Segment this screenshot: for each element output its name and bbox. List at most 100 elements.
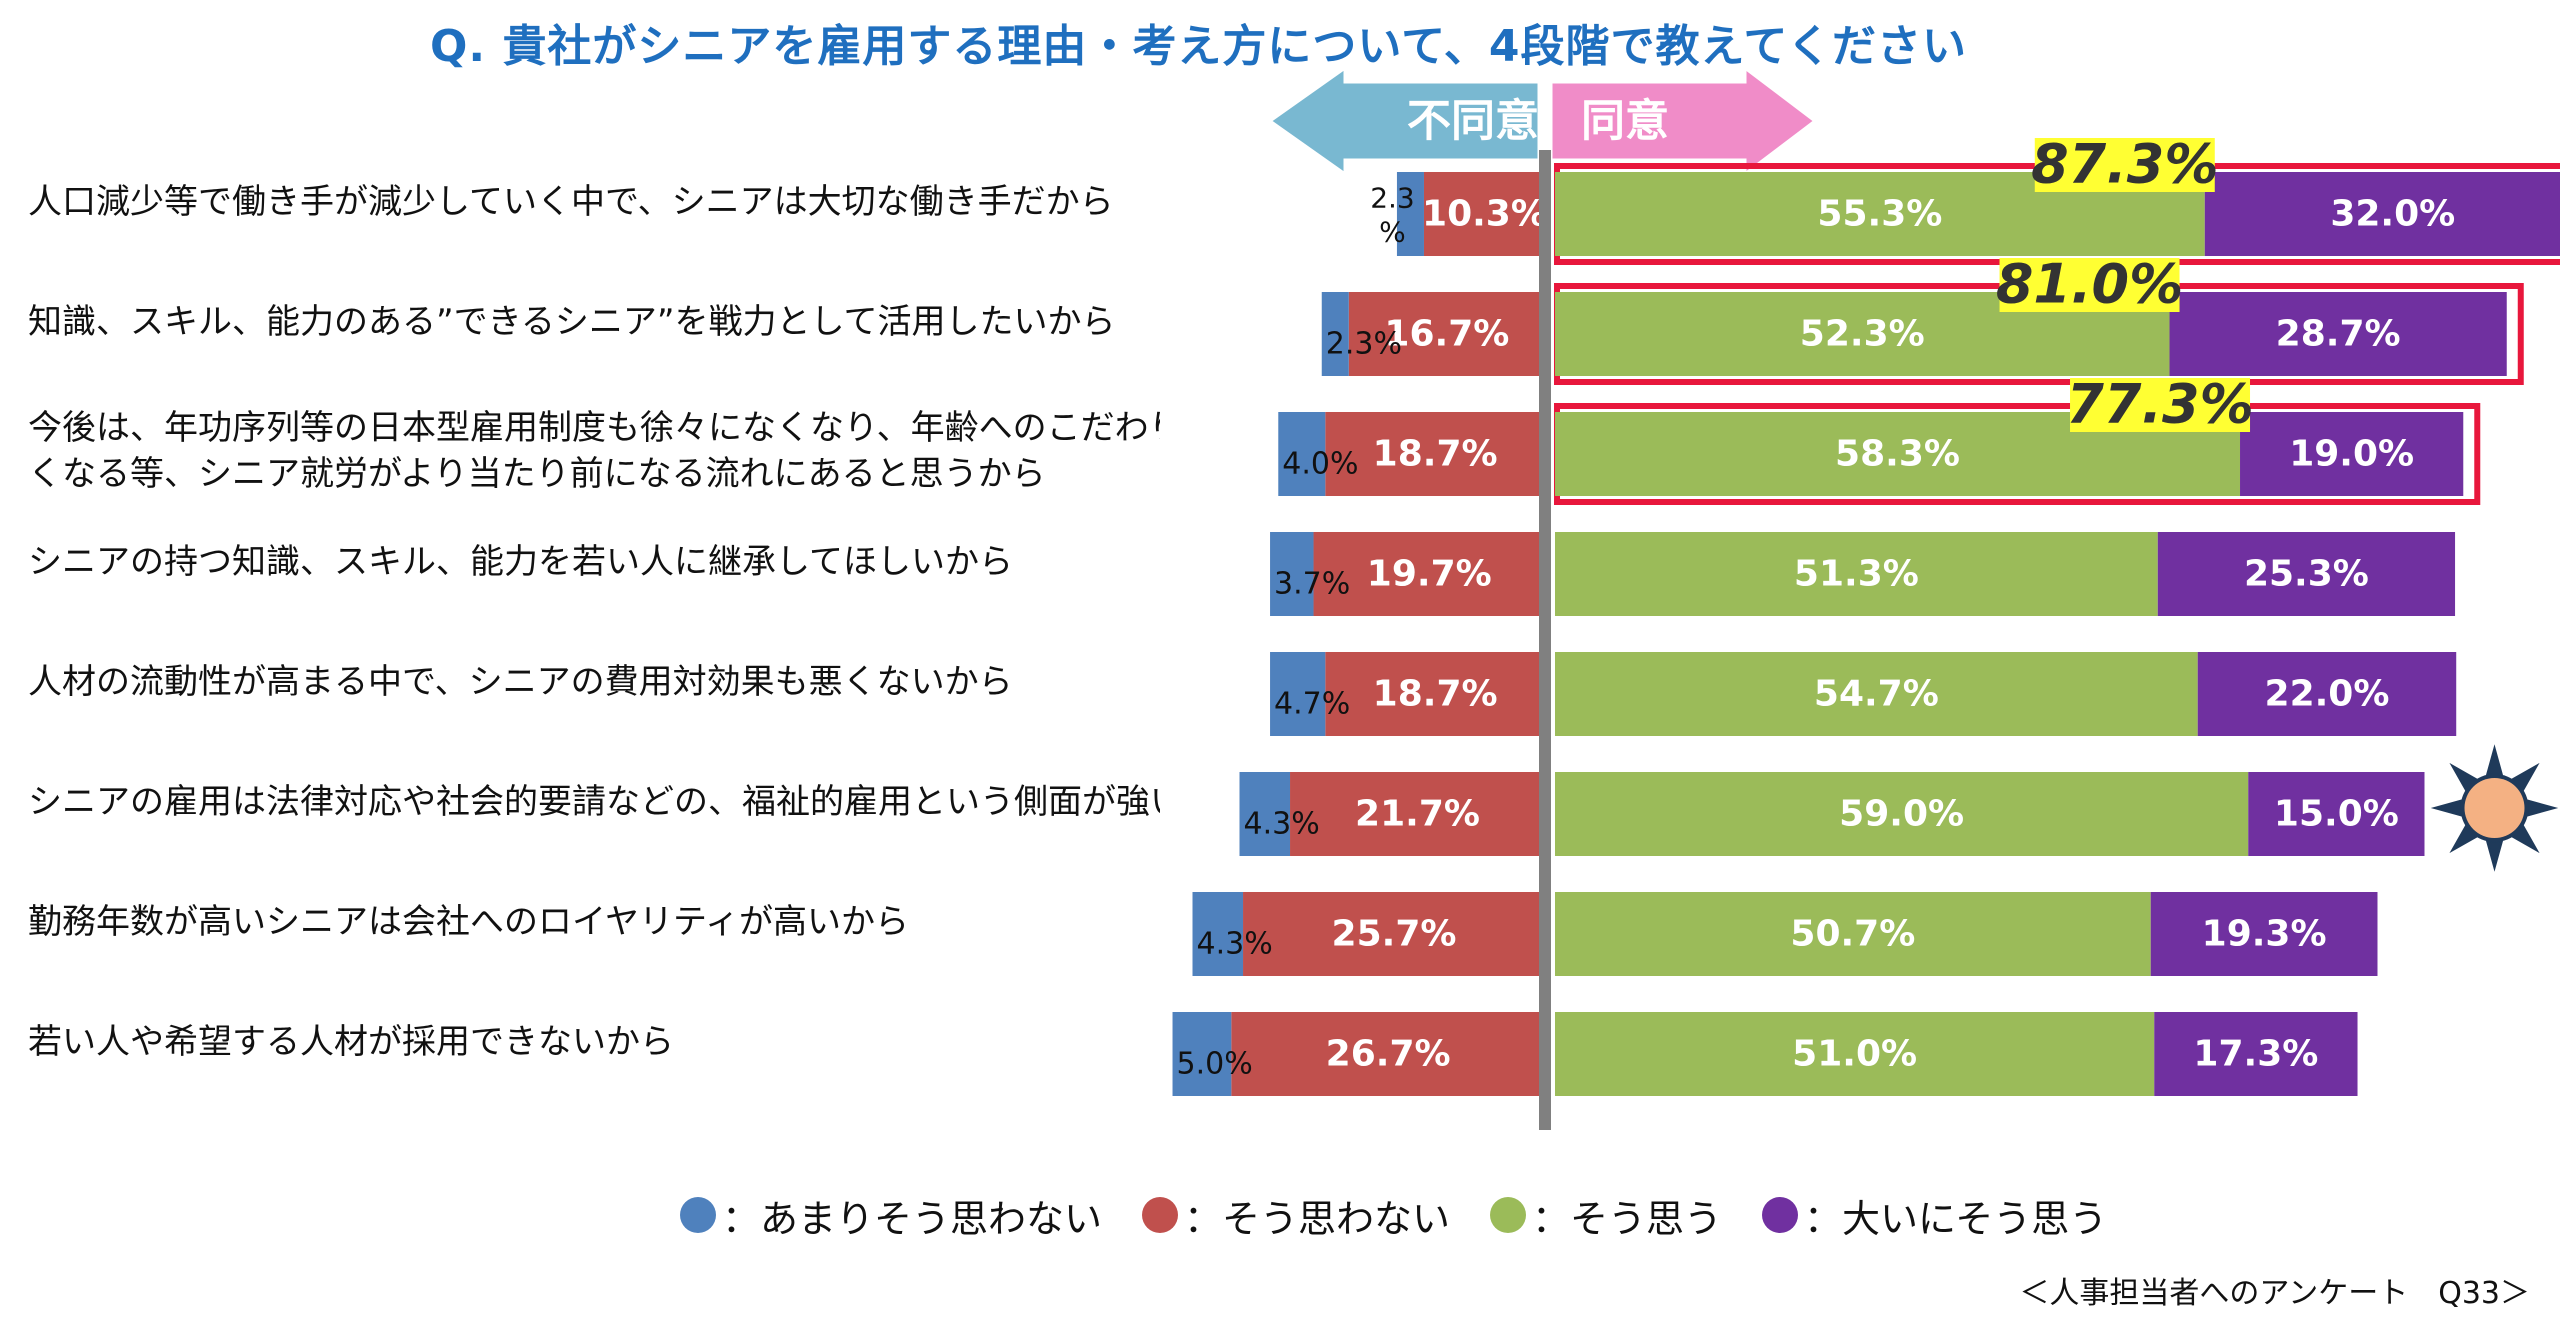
label-strongly-disagree: 2.3% [1326, 327, 1402, 362]
label-agree: 52.3% [1800, 314, 1925, 355]
bar-disagree [1348, 292, 1545, 376]
legend-item: ：そう思わない [1142, 1188, 1450, 1243]
label-disagree: 18.7% [1373, 674, 1498, 715]
label-strongly-agree: 22.0% [2265, 674, 2390, 715]
label-disagree: 19.7% [1367, 554, 1492, 595]
bar-strongly-disagree [1270, 532, 1314, 616]
category-label: 今後は、年功序列等の日本型雇用制度も徐々になくなり、年齢へのこだわりが低くなる等… [28, 408, 1251, 494]
disagree-header: 不同意 [1407, 96, 1539, 147]
total-label: 87.3% [2031, 133, 2218, 196]
category-label: 人口減少等で働き手が減少していく中で、シニアは大切な働き手だから [28, 182, 1114, 222]
chart-title: Q. 貴社がシニアを雇用する理由・考え方について、4段階で教えてください [430, 21, 1968, 72]
total-badge [1999, 258, 2180, 312]
label-strongly-disagree: 4.0% [1282, 447, 1358, 482]
label-strongly-agree: 15.0% [2274, 794, 2399, 835]
source-note: ＜人事担当者へのアンケート Q33＞ [2019, 1276, 2530, 1311]
label-strongly-agree: 28.7% [2276, 314, 2401, 355]
label-disagree: 10.3% [1422, 194, 1547, 235]
bar-strongly-disagree [1278, 412, 1326, 496]
bar-strongly-disagree [1239, 772, 1291, 856]
label-agree: 50.7% [1790, 914, 1915, 955]
bar-agree [1555, 772, 2249, 856]
bar-strongly-agree [2240, 412, 2464, 496]
bar-strongly-agree [2169, 292, 2507, 376]
label-agree: 58.3% [1835, 434, 1960, 475]
label-agree: 59.0% [1839, 794, 1964, 835]
category-label: シニアの持つ知識、スキル、能力を若い人に継承してほしいから [28, 542, 1013, 582]
legend-label: ：あまりそう思わない [722, 1196, 1103, 1241]
legend-swatch [1490, 1197, 1527, 1233]
category-label: 人材の流動性が高まる中で、シニアの費用対効果も悪くないから [28, 662, 1013, 702]
label-agree: 55.3% [1817, 194, 1942, 235]
legend-swatch [1762, 1197, 1799, 1233]
total-label: 77.3% [2066, 373, 2253, 436]
bar-strongly-agree [2157, 532, 2456, 616]
category-label: 若い人や希望する人材が採用できないから [28, 1022, 674, 1062]
legend-swatch [1142, 1197, 1179, 1233]
legend: ：あまりそう思わない ：そう思わない ：そう思う ：大いにそう思う [680, 1180, 2107, 1250]
legend-label: ：そう思う [1532, 1196, 1723, 1241]
total-label: 81.0% [1996, 253, 2183, 316]
plot-background [1160, 100, 2530, 1160]
label-disagree: 18.7% [1373, 434, 1498, 475]
bar-agree [1555, 1012, 2155, 1096]
label-strongly-disagree: 5.0% [1177, 1047, 1253, 1082]
bar-disagree [1325, 652, 1545, 736]
bar-disagree [1290, 772, 1545, 856]
legend-swatch [680, 1197, 716, 1233]
label-strongly-agree: 19.3% [2202, 914, 2327, 955]
label-strongly-agree: 32.0% [2330, 194, 2455, 235]
label-strongly-disagree: 4.3% [1197, 927, 1273, 962]
label-strongly-disagree: 2.3 [1370, 182, 1415, 215]
bar-disagree [1243, 892, 1545, 976]
agree-header: 同意 [1581, 96, 1669, 147]
label-disagree: 25.7% [1332, 914, 1457, 955]
label-agree: 51.0% [1792, 1034, 1917, 1075]
label-strongly-agree: 19.0% [2289, 434, 2414, 475]
bar-agree [1555, 652, 2198, 736]
bar-strongly-disagree [1270, 652, 1326, 736]
label-strongly-disagree: 4.3% [1244, 807, 1320, 842]
category-label: シニアの雇用は法律対応や社会的要請などの、福祉的雇用という側面が強い [28, 782, 1184, 822]
bar-strongly-disagree [1192, 892, 1244, 976]
legend-label: ：そう思わない [1184, 1196, 1451, 1241]
bar-disagree [1313, 532, 1545, 616]
label-strongly-disagree: 3.7% [1274, 567, 1350, 602]
sun-ray [2526, 799, 2559, 817]
legend-item: ：そう思う [1490, 1188, 1722, 1243]
total-badge [2034, 138, 2215, 192]
label-disagree: 16.7% [1384, 314, 1509, 355]
label-strongly-agree: 25.3% [2244, 554, 2369, 595]
label-agree: 54.7% [1814, 674, 1939, 715]
category-label: 勤務年数が高いシニアは会社へのロイヤリティが高いから [28, 902, 909, 942]
bar-disagree [1231, 1012, 1545, 1096]
bar-agree [1555, 892, 2151, 976]
legend-item: ：あまりそう思わない [680, 1188, 1102, 1243]
label-disagree: 26.7% [1326, 1034, 1451, 1075]
bar-strongly-agree [2248, 772, 2425, 856]
agree-arrow [1549, 64, 1818, 178]
bar-disagree [1423, 172, 1545, 256]
legend-item: ：大いにそう思う [1762, 1188, 2107, 1243]
bar-strongly-disagree [1321, 292, 1349, 376]
label-strongly-disagree: 4.7% [1274, 687, 1350, 722]
bar-strongly-agree [2150, 892, 2378, 976]
label-agree: 51.3% [1794, 554, 1919, 595]
bar-strongly-disagree [1172, 1012, 1232, 1096]
bar-disagree [1325, 412, 1545, 496]
category-label: 知識、スキル、能力のある”できるシニア”を戦力として活用したいから [28, 302, 1116, 342]
disagree-arrow [1267, 65, 1541, 177]
bar-strongly-agree [2204, 172, 2560, 256]
label-strongly-disagree: % [1379, 216, 1406, 249]
bar-strongly-agree [2154, 1012, 2358, 1096]
legend-label: ：大いにそう思う [1804, 1196, 2108, 1241]
label-strongly-agree: 17.3% [2193, 1034, 2318, 1075]
bar-strongly-agree [2197, 652, 2457, 736]
bar-strongly-disagree [1396, 172, 1424, 256]
center-axis [1539, 150, 1551, 1130]
bar-agree [1555, 532, 2158, 616]
total-badge [2070, 378, 2251, 432]
sun-core [2464, 778, 2525, 838]
sun-icon [2430, 744, 2559, 872]
